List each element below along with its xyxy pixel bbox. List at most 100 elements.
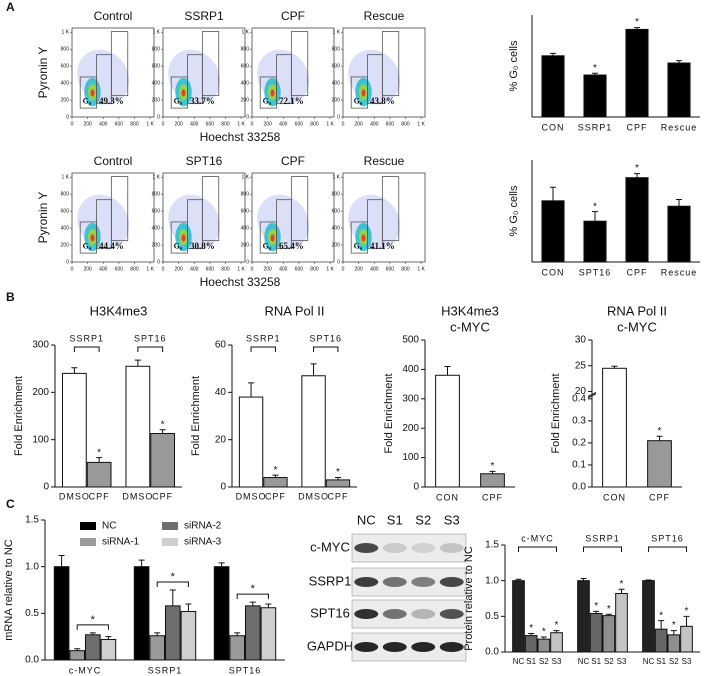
gate-percent: 33.7% bbox=[190, 96, 215, 106]
flow-tick-label: 600 bbox=[386, 121, 395, 127]
flow-tick-label: 400 bbox=[279, 266, 288, 272]
y-axis-label: % G₀ cells bbox=[508, 40, 520, 92]
flow-tick-label: 800 bbox=[221, 121, 230, 127]
bracket bbox=[73, 346, 100, 352]
panel-label: A bbox=[6, 0, 15, 14]
axis-break bbox=[587, 393, 597, 399]
chart-title: H3K4me3 bbox=[441, 303, 499, 318]
band bbox=[411, 577, 436, 587]
flow-title: SSRP1 bbox=[184, 9, 224, 23]
bracket bbox=[647, 546, 688, 552]
flow-tick-label: 600 bbox=[386, 266, 395, 272]
error-bar bbox=[218, 562, 225, 567]
band bbox=[411, 543, 436, 553]
band bbox=[382, 642, 407, 652]
significance: * bbox=[529, 623, 533, 634]
flow-tick-label: 0 bbox=[162, 121, 165, 127]
error-bar bbox=[528, 632, 535, 636]
y-tick-label: 60 bbox=[215, 340, 227, 351]
error-bar bbox=[658, 620, 665, 630]
legend-swatch bbox=[80, 522, 96, 530]
significance: * bbox=[91, 614, 96, 626]
flow-tick-label: 1 K bbox=[326, 121, 334, 127]
flow-tick-label: 1 K bbox=[61, 30, 69, 36]
x-tick-label: SSRP1 bbox=[578, 122, 613, 132]
flow-tick-label: 800 bbox=[130, 121, 139, 127]
y-tick-label: 0.4 bbox=[572, 393, 586, 404]
group-label: SSRP1 bbox=[585, 533, 620, 543]
flow-tick-label: 400 bbox=[241, 225, 250, 231]
y-axis-label: Protein relative to NC bbox=[463, 546, 475, 651]
blot-row-label: c-MYC bbox=[310, 539, 350, 554]
error-bar bbox=[611, 365, 618, 369]
bar bbox=[541, 55, 565, 118]
bar bbox=[480, 473, 505, 488]
bracket bbox=[137, 346, 164, 352]
bar bbox=[647, 440, 672, 488]
bar bbox=[589, 612, 603, 653]
bar bbox=[602, 367, 627, 488]
bar bbox=[667, 205, 691, 263]
x-tick-label: S3 bbox=[552, 657, 562, 666]
significance: * bbox=[593, 201, 597, 212]
flow-tick-label: 200 bbox=[152, 242, 161, 248]
flow-tick-label: 600 bbox=[241, 63, 250, 69]
flow-title: Control bbox=[94, 9, 133, 23]
cell-cloud bbox=[361, 234, 366, 242]
x-tick-label: NC bbox=[513, 657, 525, 666]
band bbox=[439, 609, 464, 619]
significance: * bbox=[97, 447, 101, 458]
y-tick-label: 20 bbox=[575, 386, 587, 397]
x-tick-label: CPF bbox=[627, 122, 648, 132]
cell-cloud bbox=[90, 89, 95, 97]
error-bar bbox=[138, 559, 145, 567]
y-axis-label: Fold Enrichment bbox=[13, 376, 25, 456]
error-bar bbox=[676, 198, 682, 207]
error-bar bbox=[169, 589, 176, 606]
bracket bbox=[250, 346, 276, 352]
flow-tick-label: 200 bbox=[174, 121, 183, 127]
y-tick-label: 0 bbox=[413, 482, 419, 493]
x-tick-label: CPF bbox=[327, 491, 348, 501]
x-tick-label: S2 bbox=[539, 657, 549, 666]
significance: * bbox=[620, 579, 624, 590]
flow-frame bbox=[71, 172, 155, 263]
bar bbox=[263, 477, 288, 488]
x-tick-label: DMSO bbox=[236, 491, 267, 501]
flow-tick-label: 200 bbox=[332, 97, 341, 103]
y-axis-label: Fold Enrichment bbox=[190, 376, 202, 456]
x-tick-label: CON bbox=[542, 267, 565, 277]
bar bbox=[602, 615, 616, 653]
cell-cloud bbox=[181, 89, 186, 97]
flow-tick-label: 400 bbox=[241, 80, 250, 86]
flow-x-label: Hoechst 33258 bbox=[200, 275, 281, 289]
band bbox=[354, 609, 379, 619]
flow-tick-label: 800 bbox=[241, 192, 250, 198]
y-axis-label: Fold Enrichment bbox=[383, 373, 395, 453]
error-bar bbox=[105, 636, 112, 640]
legend-label: siRNA-2 bbox=[184, 521, 222, 532]
bar bbox=[69, 650, 86, 661]
error-bar bbox=[58, 554, 65, 567]
flow-tick-label: 0 bbox=[246, 259, 249, 265]
flow-tick-label: 600 bbox=[61, 208, 70, 214]
error-bar bbox=[634, 27, 640, 30]
flow-tick-label: 800 bbox=[130, 266, 139, 272]
bar bbox=[435, 374, 460, 488]
band bbox=[382, 577, 407, 587]
bar bbox=[85, 634, 101, 661]
bar bbox=[583, 220, 607, 263]
flow-tick-label: 200 bbox=[83, 121, 92, 127]
error-bar bbox=[550, 186, 556, 201]
gate-label: G₀ bbox=[83, 97, 92, 106]
cell-cloud bbox=[270, 89, 275, 97]
bar bbox=[53, 566, 70, 661]
group-label: SSRP1 bbox=[246, 333, 281, 343]
flow-tick-label: 0 bbox=[66, 114, 69, 120]
bar bbox=[125, 365, 151, 488]
bar bbox=[654, 628, 668, 653]
band bbox=[411, 642, 436, 652]
error-bar bbox=[593, 610, 600, 614]
flow-tick-label: 600 bbox=[206, 266, 215, 272]
flow-tick-label: 200 bbox=[241, 97, 250, 103]
